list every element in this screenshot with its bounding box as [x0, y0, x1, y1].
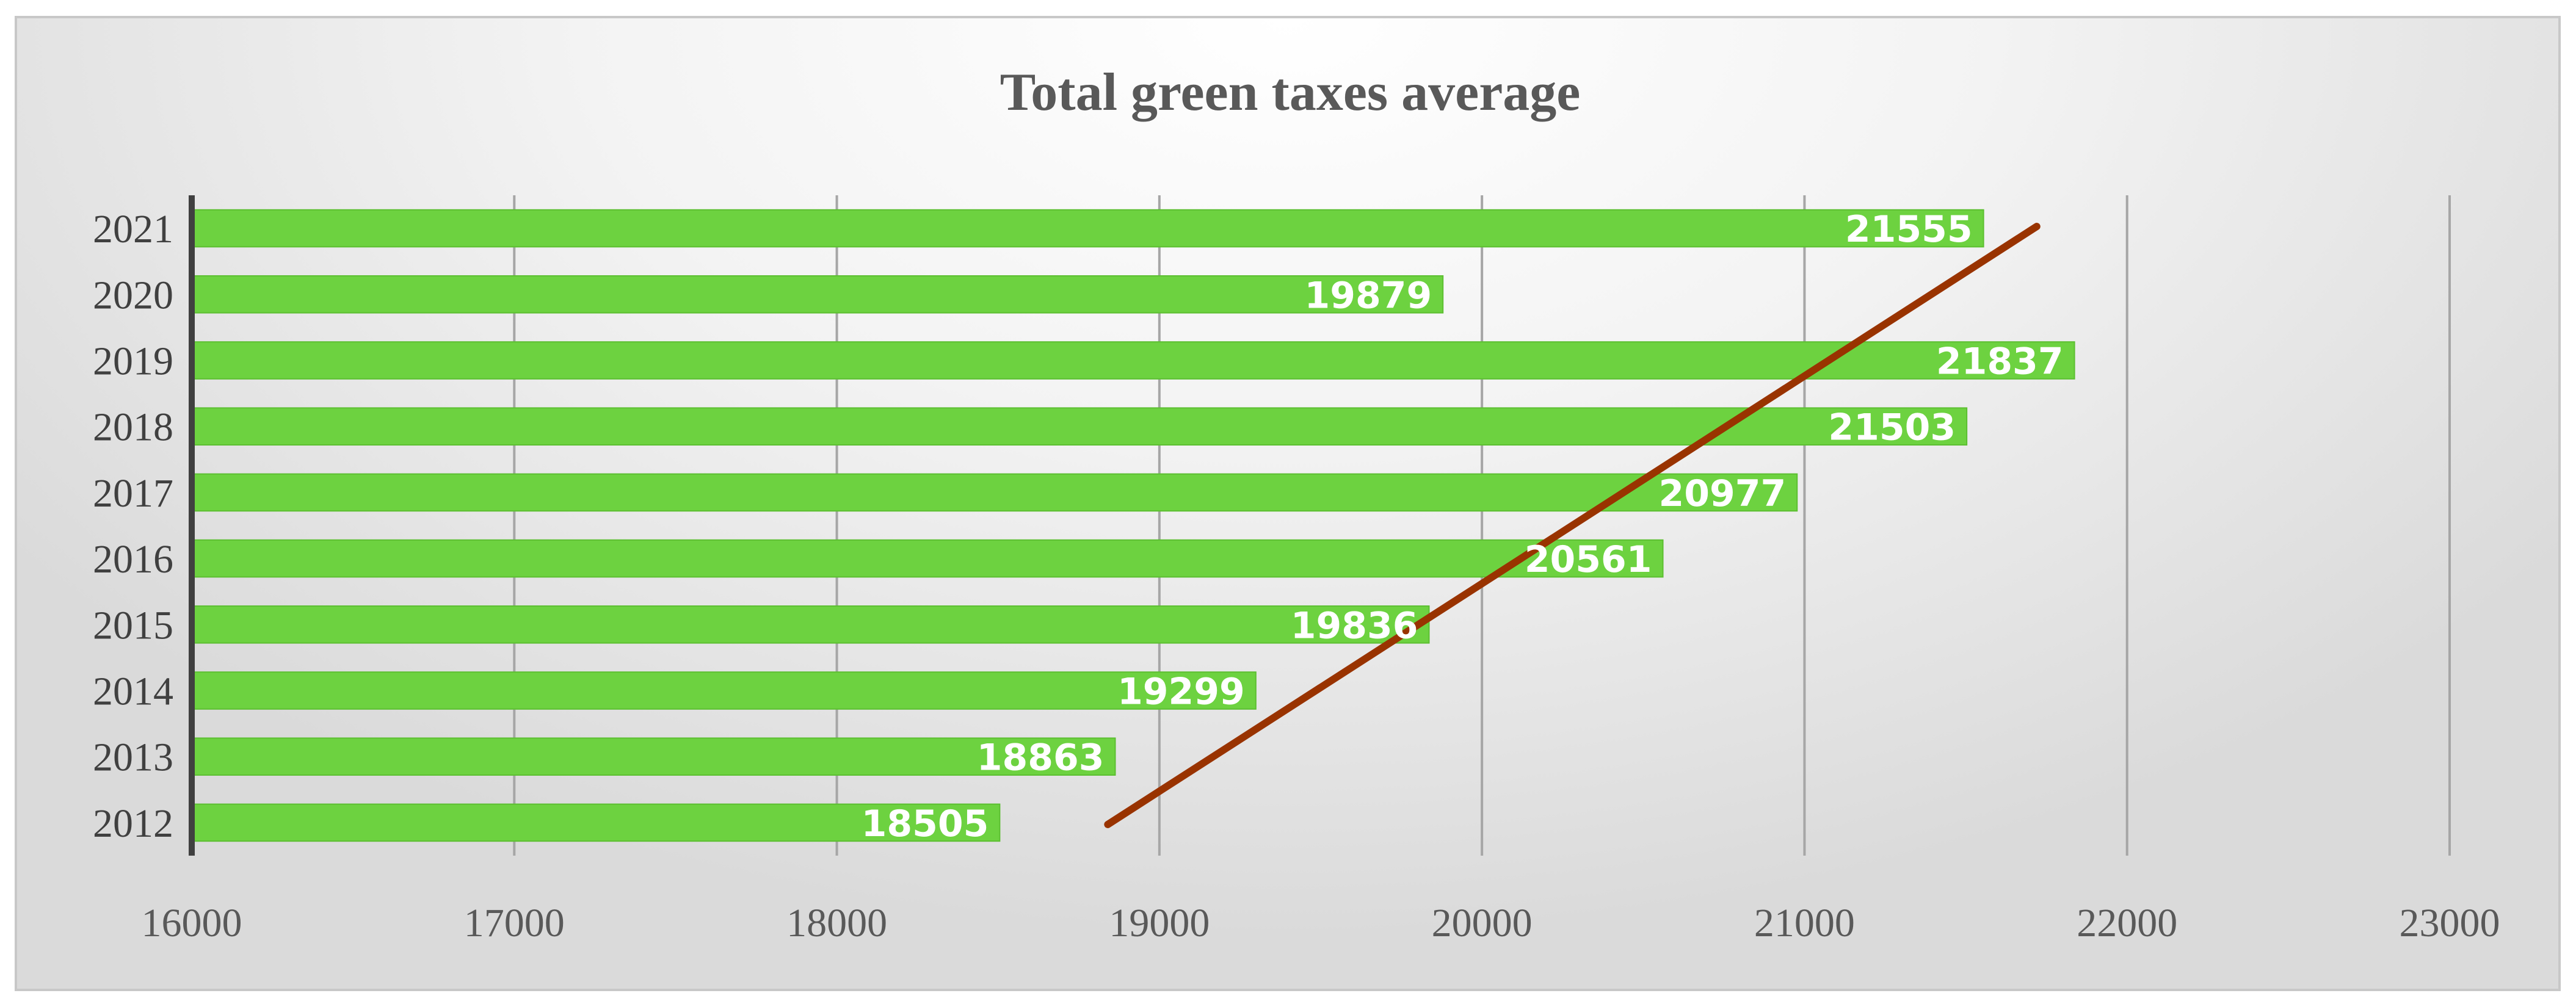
chart-title: Total green taxes average: [1000, 63, 1581, 122]
x-tick-label: 22000: [2077, 901, 2177, 945]
y-tick-label: 2012: [93, 801, 173, 846]
bar-2020: [191, 275, 1444, 314]
data-label-2013: 18863: [977, 737, 1105, 779]
bar-2013: [191, 737, 1116, 776]
data-label-2019: 21837: [1936, 341, 2064, 383]
x-tick-label: 23000: [2400, 901, 2500, 945]
axes: 2012 2013 2014 2015 2016 2017 2018 2019 2020 2021…: [93, 195, 2500, 945]
bar-2016: [191, 539, 1664, 578]
y-tick-label: 2017: [93, 471, 173, 516]
trendline-layer: [1104, 223, 2041, 828]
data-label-2012: 18505: [862, 803, 989, 845]
y-tick-label: 2013: [93, 735, 173, 780]
trendline: [1104, 223, 2041, 828]
x-tick-label: 18000: [786, 901, 887, 945]
bar-chart: Total green taxes average 18505 18863 1929…: [93, 63, 2500, 945]
data-label-2014: 19299: [1117, 671, 1245, 713]
bar-2015: [191, 605, 1430, 644]
x-tick-label: 16000: [142, 901, 242, 945]
y-tick-label: 2021: [93, 207, 173, 251]
chart-frame: Total green taxes average 18505 18863 1929…: [15, 16, 2561, 991]
data-label-2021: 21555: [1845, 208, 1973, 251]
data-label-2016: 20561: [1525, 538, 1652, 581]
bars: [191, 209, 2075, 842]
y-tick-label: 2019: [93, 339, 173, 384]
y-tick-label: 2014: [93, 670, 173, 714]
data-label-2020: 19879: [1304, 274, 1432, 317]
y-tick-label: 2020: [93, 273, 173, 317]
data-label-2017: 20977: [1659, 472, 1787, 515]
y-tick-label: 2018: [93, 405, 173, 450]
x-tick-label: 21000: [1754, 901, 1855, 945]
bar-2018: [191, 407, 1968, 446]
y-tick-label: 2015: [93, 603, 173, 648]
data-label-2018: 21503: [1828, 406, 1956, 449]
bar-2017: [191, 473, 1798, 512]
x-tick-label: 20000: [1432, 901, 1533, 945]
x-tick-label: 19000: [1109, 901, 1210, 945]
y-tick-label: 2016: [93, 537, 173, 582]
bar-2019: [191, 341, 2075, 380]
data-label-2015: 19836: [1291, 604, 1418, 647]
bar-2021: [191, 209, 1984, 248]
bar-2014: [191, 671, 1257, 710]
x-tick-label: 17000: [464, 901, 565, 945]
